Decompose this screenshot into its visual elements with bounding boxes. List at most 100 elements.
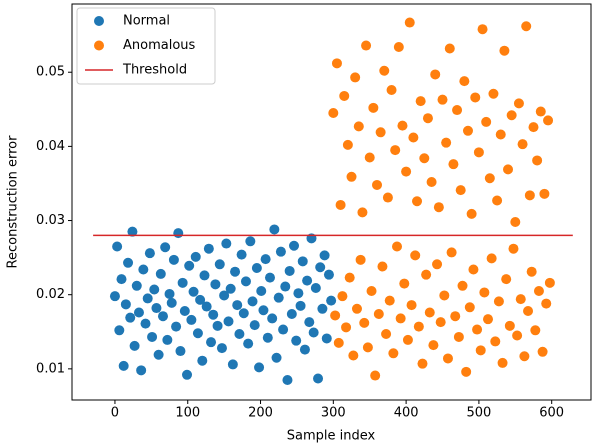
point: [350, 72, 361, 83]
point: [245, 236, 256, 247]
point: [419, 153, 430, 164]
point: [481, 116, 492, 127]
point: [373, 308, 384, 319]
point: [249, 320, 260, 331]
point: [118, 360, 129, 371]
point: [375, 127, 386, 138]
point: [240, 276, 251, 287]
point: [284, 265, 295, 276]
point: [129, 340, 140, 351]
point: [504, 320, 515, 331]
x-tick-label: 100: [175, 406, 200, 421]
x-tick-label: 600: [539, 406, 564, 421]
point: [123, 257, 134, 268]
point: [195, 294, 206, 305]
point: [406, 300, 417, 311]
point: [212, 320, 223, 331]
point: [112, 241, 123, 252]
point: [264, 272, 275, 283]
point: [357, 207, 368, 218]
x-tick-label: 400: [394, 406, 419, 421]
point: [302, 275, 313, 286]
point: [116, 274, 127, 285]
point: [157, 311, 168, 322]
point: [521, 21, 532, 32]
point: [530, 325, 541, 336]
point: [528, 122, 539, 133]
point: [293, 288, 304, 299]
point: [424, 307, 435, 318]
point: [192, 328, 203, 339]
point: [164, 288, 175, 299]
point: [323, 269, 334, 280]
point: [310, 283, 321, 294]
point: [184, 260, 195, 271]
point: [408, 132, 419, 143]
point: [368, 102, 379, 113]
point: [258, 305, 269, 316]
point: [513, 98, 524, 109]
point: [133, 307, 144, 318]
point: [278, 324, 289, 335]
point: [131, 280, 142, 291]
y-tick-label: 0.05: [36, 65, 65, 80]
point: [256, 285, 267, 296]
point: [219, 290, 230, 301]
point: [326, 295, 337, 306]
point: [289, 240, 300, 251]
point: [479, 287, 490, 298]
point: [477, 24, 488, 35]
point: [535, 106, 546, 117]
point: [517, 139, 528, 150]
point: [210, 279, 221, 290]
point: [269, 224, 280, 235]
point: [359, 317, 370, 328]
point: [337, 291, 348, 302]
point: [335, 199, 346, 210]
point: [109, 291, 120, 302]
point: [490, 336, 501, 347]
point: [153, 349, 164, 360]
point: [127, 226, 138, 237]
y-tick-label: 0.04: [36, 139, 65, 154]
point: [317, 303, 328, 314]
point: [512, 330, 523, 341]
point: [399, 278, 410, 289]
x-tick-label: 200: [248, 406, 273, 421]
point: [493, 296, 504, 307]
point: [353, 121, 364, 132]
point: [297, 256, 308, 267]
legend-marker: [94, 40, 104, 51]
point: [351, 303, 362, 314]
point: [186, 314, 197, 325]
y-tick-label: 0.03: [36, 213, 65, 228]
point: [475, 345, 486, 356]
point: [541, 298, 552, 309]
point: [330, 310, 341, 321]
point: [182, 369, 193, 380]
point: [120, 299, 131, 310]
point: [499, 45, 510, 56]
point: [364, 152, 375, 163]
point: [175, 346, 186, 357]
point: [331, 58, 342, 69]
point: [243, 338, 254, 349]
y-tick-label: 0.02: [36, 287, 65, 302]
point: [147, 331, 158, 342]
point: [484, 173, 495, 184]
point: [282, 374, 293, 385]
point: [234, 329, 245, 339]
point: [251, 263, 262, 273]
point: [390, 145, 401, 156]
point: [179, 306, 190, 317]
point: [344, 272, 355, 283]
point: [488, 88, 499, 99]
point: [361, 40, 372, 51]
point: [452, 105, 463, 116]
point: [461, 366, 472, 377]
point: [206, 337, 217, 348]
point: [197, 355, 208, 366]
point: [238, 308, 249, 319]
point: [362, 342, 373, 353]
